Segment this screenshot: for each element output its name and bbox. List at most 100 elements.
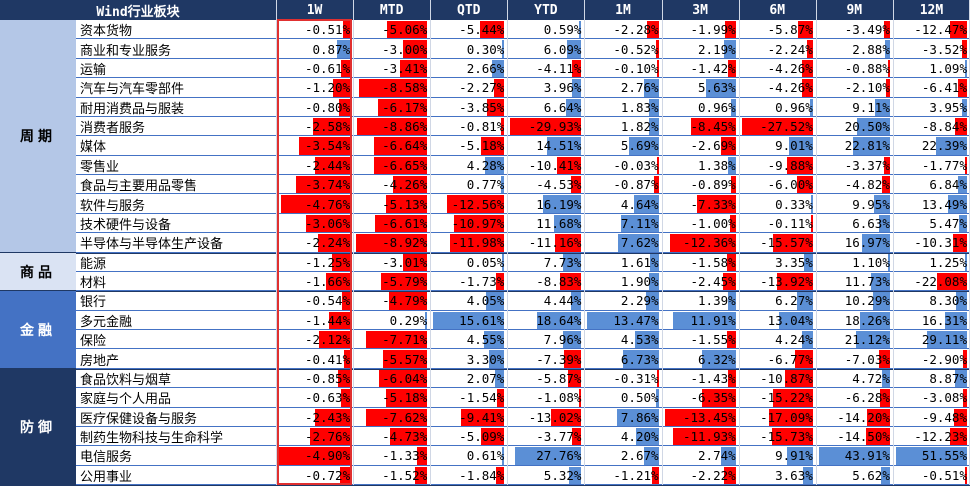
- value-cell: 0.61%: [430, 446, 507, 465]
- value-bar: [319, 331, 351, 349]
- value-cell: -4.26%: [353, 175, 430, 194]
- value-cell: -1.20%: [276, 78, 353, 97]
- value-cell: -4.79%: [353, 291, 430, 310]
- value-bar: [801, 79, 813, 97]
- value-bar: [314, 408, 351, 426]
- value-cell: 9.95%: [816, 194, 893, 213]
- value-bar: [339, 466, 351, 484]
- value-bar: [484, 156, 505, 174]
- value-cell: 14.51%: [507, 136, 584, 155]
- row-divider: [76, 406, 970, 408]
- value-cell: -8.92%: [353, 233, 430, 252]
- value-text: -1.33%: [382, 448, 428, 464]
- value-text: -3.37%: [844, 157, 890, 173]
- value-cell: 3.96%: [507, 78, 584, 97]
- value-cell: -0.81%: [430, 117, 507, 136]
- value-cell: 8.87%: [893, 369, 970, 388]
- value-cell: -7.62%: [353, 408, 430, 427]
- value-cell: 18.26%: [816, 311, 893, 330]
- value-cell: 1.82%: [584, 117, 661, 136]
- value-cell: -12.23%: [893, 427, 970, 446]
- value-cell: -14.20%: [816, 408, 893, 427]
- value-text: 4.20%: [620, 429, 659, 445]
- value-bar: [537, 311, 582, 329]
- row-divider: [76, 174, 970, 175]
- value-cell: 21.12%: [816, 330, 893, 349]
- value-text: 1.39%: [698, 293, 736, 309]
- value-bar: [776, 272, 813, 291]
- value-text: -5.06%: [382, 22, 428, 38]
- value-cell: 0.50%: [584, 388, 661, 407]
- value-bar: [810, 98, 813, 116]
- value-bar: [727, 253, 736, 271]
- value-bar: [773, 389, 813, 407]
- value-text: 51.55%: [921, 448, 967, 464]
- value-text: -6.00%: [767, 177, 813, 193]
- value-bar: [721, 447, 736, 465]
- row-divider: [76, 387, 970, 389]
- value-text: 2.76%: [620, 80, 659, 96]
- value-cell: -15.73%: [739, 427, 816, 446]
- value-cell: -3.08%: [893, 388, 970, 407]
- value-cell: 6.63%: [816, 214, 893, 233]
- value-text: 2.19%: [698, 41, 736, 57]
- value-bar: [496, 272, 505, 291]
- value-text: 18.64%: [536, 312, 582, 328]
- value-cell: 20.50%: [816, 117, 893, 136]
- sector-name: 家庭与个人用品: [80, 392, 172, 408]
- value-bar: [768, 408, 813, 426]
- value-cell: -7.39%: [507, 349, 584, 368]
- value-text: -1.25%: [304, 254, 351, 270]
- value-bar: [670, 234, 736, 252]
- value-text: -0.10%: [613, 60, 659, 76]
- value-cell: -0.52%: [584, 39, 661, 58]
- value-cell: -1.55%: [662, 330, 739, 349]
- value-bar: [801, 331, 813, 349]
- value-text: -8.84%: [921, 119, 967, 135]
- value-cell: -13.02%: [507, 408, 584, 427]
- value-cell: -1.99%: [662, 20, 739, 39]
- value-bar: [492, 59, 505, 78]
- sector-name: 材料: [80, 276, 107, 292]
- value-cell: -13.92%: [739, 272, 816, 291]
- value-text: -1.08%: [536, 390, 582, 406]
- value-bar: [779, 311, 813, 329]
- value-text: 1.61%: [620, 254, 659, 270]
- value-bar: [964, 59, 967, 78]
- value-cell: -10.41%: [507, 156, 584, 175]
- row-divider: [76, 445, 970, 447]
- value-text: 15.61%: [459, 312, 505, 328]
- value-text: 10.29%: [844, 293, 890, 309]
- value-cell: -4.73%: [353, 427, 430, 446]
- value-bar: [542, 195, 582, 213]
- value-bar: [623, 350, 659, 368]
- value-bar: [344, 350, 351, 368]
- value-text: 1.09%: [929, 60, 967, 76]
- value-text: -9.48%: [921, 409, 967, 425]
- value-cell: 11.73%: [816, 272, 893, 291]
- value-cell: 22.81%: [816, 136, 893, 155]
- value-text: 2.74%: [698, 448, 736, 464]
- value-cell: 4.53%: [584, 330, 661, 349]
- value-cell: -6.35%: [662, 388, 739, 407]
- value-bar: [454, 214, 505, 233]
- value-text: -2.90%: [921, 351, 967, 367]
- value-text: 0.05%: [466, 254, 505, 270]
- sector-name: 耐用消费品与服装: [80, 101, 185, 117]
- value-text: -6.77%: [767, 351, 813, 367]
- value-cell: -15.57%: [739, 233, 816, 252]
- value-text: -9.88%: [767, 157, 813, 173]
- value-cell: -6.77%: [739, 349, 816, 368]
- value-text: -5.79%: [382, 274, 428, 290]
- value-bar: [382, 350, 428, 368]
- value-text: 4.05%: [466, 293, 505, 309]
- value-cell: 9.11%: [816, 98, 893, 117]
- value-cell: -0.03%: [584, 156, 661, 175]
- value-bar: [648, 117, 659, 136]
- value-cell: -1.43%: [662, 369, 739, 388]
- value-cell: 1.90%: [584, 272, 661, 291]
- value-bar: [772, 234, 813, 252]
- value-cell: 2.76%: [584, 78, 661, 97]
- value-text: -9.41%: [459, 409, 505, 425]
